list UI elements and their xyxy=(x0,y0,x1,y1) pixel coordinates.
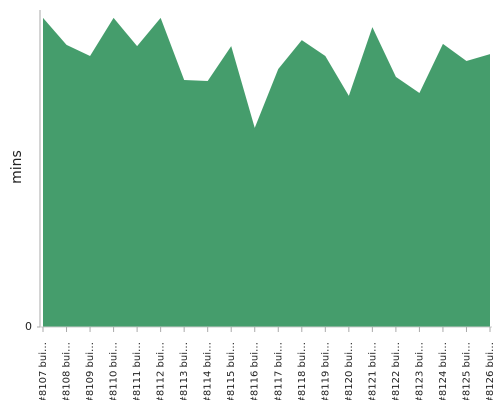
x-tick-label: #8126 bui… xyxy=(485,342,496,400)
y-tick-label: 0 xyxy=(25,320,32,333)
x-tick-label: #8124 bui… xyxy=(438,342,449,400)
x-tick-label: #8107 bui… xyxy=(38,342,49,400)
x-tick-label: #8121 bui… xyxy=(367,342,378,400)
x-tick-label: #8110 bui… xyxy=(109,342,120,400)
x-tick-label: #8112 bui… xyxy=(156,342,167,400)
x-tick-label: #8108 bui… xyxy=(62,342,73,400)
x-tick-label: #8109 bui… xyxy=(85,342,96,400)
area xyxy=(43,17,490,328)
y-axis-label: mins xyxy=(9,150,25,184)
x-tick-label: #8115 bui… xyxy=(226,342,237,400)
x-tick-label: #8118 bui… xyxy=(297,342,308,400)
x-tick-label: #8125 bui… xyxy=(461,342,472,400)
x-tick-label: #8117 bui… xyxy=(273,342,284,400)
x-tick-label: #8119 bui… xyxy=(320,342,331,400)
x-tick-label: #8113 bui… xyxy=(179,342,190,400)
x-tick-label: #8114 bui… xyxy=(203,342,214,400)
x-tick-label: #8123 bui… xyxy=(414,342,425,400)
x-tick-label: #8122 bui… xyxy=(391,342,402,400)
x-tick-label: #8111 bui… xyxy=(132,342,143,400)
x-tick-label: #8120 bui… xyxy=(344,342,355,400)
x-tick-label: #8116 bui… xyxy=(250,342,261,400)
